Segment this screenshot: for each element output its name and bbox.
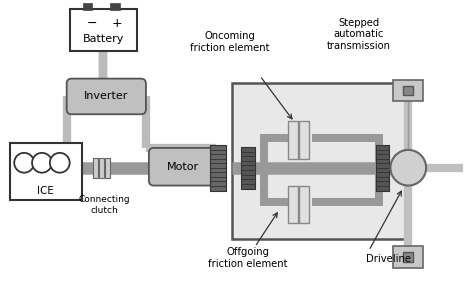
Bar (374, 134, 383, 206)
Text: Oncoming
friction element: Oncoming friction element (191, 31, 270, 53)
Bar (300, 121, 309, 159)
Text: Motor: Motor (166, 162, 199, 172)
Bar (393, 246, 423, 268)
Text: Battery: Battery (82, 34, 124, 44)
Text: ICE: ICE (37, 187, 55, 196)
Text: Connecting
clutch: Connecting clutch (79, 196, 130, 215)
FancyBboxPatch shape (67, 79, 146, 114)
Bar (403, 252, 413, 262)
Bar (403, 85, 413, 96)
Bar (82, 3, 92, 10)
Bar (312, 198, 382, 206)
Bar (289, 185, 299, 223)
Bar (260, 134, 296, 142)
Bar (312, 134, 382, 142)
Circle shape (32, 153, 52, 173)
Bar (70, 9, 137, 51)
Bar (110, 3, 120, 10)
Bar (99, 158, 104, 178)
Bar (232, 83, 408, 239)
Bar (300, 185, 309, 223)
Circle shape (50, 153, 70, 173)
Text: Inverter: Inverter (84, 91, 128, 101)
Bar (260, 134, 268, 206)
Bar (375, 145, 390, 191)
Text: −: − (86, 17, 97, 30)
Bar (10, 143, 82, 200)
Text: Stepped
automatic
transmission: Stepped automatic transmission (327, 18, 391, 51)
Bar (289, 121, 299, 159)
Text: Driveline: Driveline (366, 254, 411, 264)
Bar (105, 158, 110, 178)
Text: +: + (112, 17, 122, 30)
FancyBboxPatch shape (149, 148, 216, 185)
Bar (210, 145, 226, 191)
Bar (393, 80, 423, 101)
Circle shape (14, 153, 34, 173)
Circle shape (391, 150, 426, 185)
Bar (241, 147, 255, 189)
Text: Offgoing
friction element: Offgoing friction element (208, 247, 288, 269)
Bar (93, 158, 98, 178)
Bar (260, 198, 296, 206)
